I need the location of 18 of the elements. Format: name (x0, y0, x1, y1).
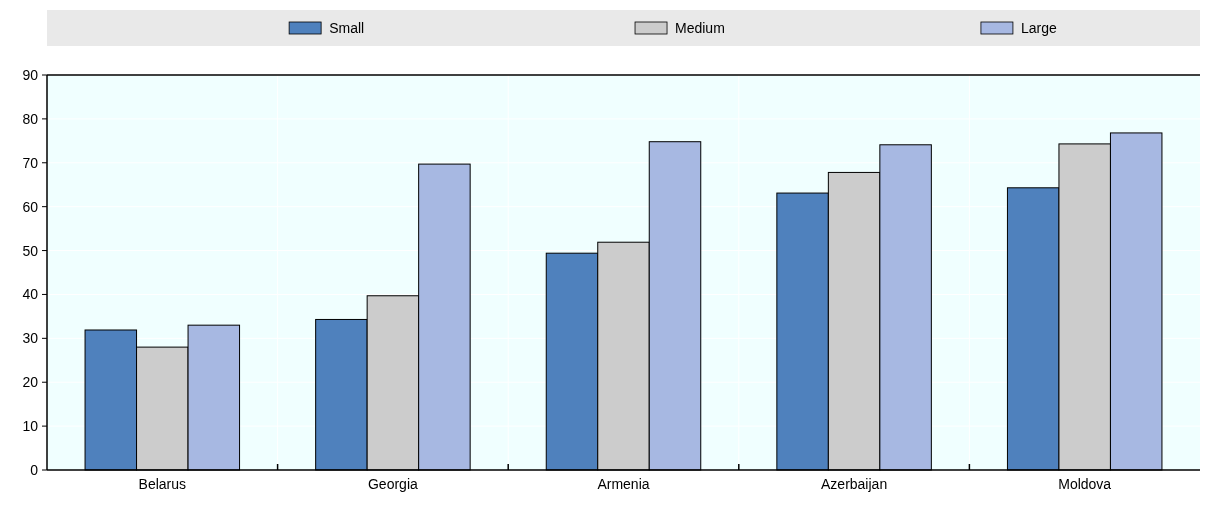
y-tick-label: 50 (22, 242, 39, 259)
x-tick-label: Moldova (1058, 476, 1112, 492)
legend-label: Small (329, 20, 365, 36)
y-tick-label: 20 (22, 374, 39, 391)
y-tick-label: 90 (22, 67, 39, 83)
legend-label: Medium (675, 20, 725, 36)
y-tick-label: 10 (22, 418, 39, 435)
y-tick-label: 60 (22, 198, 39, 215)
y-tick-label: 30 (22, 330, 39, 347)
legend-label: Large (1020, 20, 1057, 36)
y-tick-label: 0 (30, 462, 39, 478)
y-tick-label: 40 (22, 286, 39, 303)
x-tick-label: Belarus (138, 476, 187, 492)
x-tick-label: Azerbaijan (821, 476, 888, 492)
x-tick-label: Georgia (367, 476, 419, 492)
y-tick-label: 70 (22, 154, 39, 171)
y-tick-label: 80 (22, 110, 39, 127)
x-tick-label: Armenia (597, 476, 650, 492)
